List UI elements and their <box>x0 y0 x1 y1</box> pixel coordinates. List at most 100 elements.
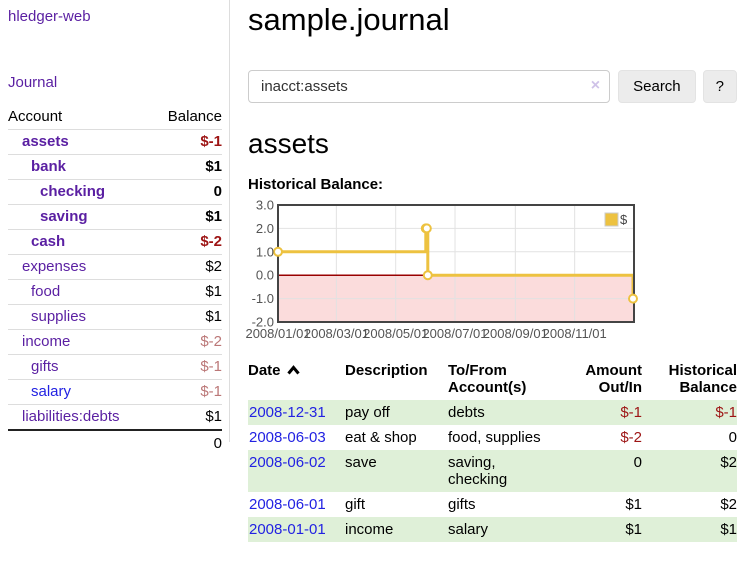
transaction-description: gift <box>345 492 448 517</box>
x-tick-label: 2008/11/01 <box>543 326 607 341</box>
transaction-amount: $-1 <box>560 400 642 425</box>
data-point-marker <box>274 248 282 256</box>
sidebar-account-link[interactable]: cash <box>31 233 65 250</box>
account-name-cell: income <box>8 330 152 355</box>
account-name-cell: salary <box>8 380 152 405</box>
accounts-table: Account Balance assets $-1 bank $1 checking 0… <box>8 104 222 456</box>
y-tick-label: 3.0 <box>256 198 274 213</box>
search-button[interactable]: Search <box>618 70 696 103</box>
search-box: × <box>248 70 610 103</box>
historical-balance-chart: $3.02.01.00.0-1.0-2.02008/01/012008/03/0… <box>248 203 737 345</box>
transaction-balance: 0 <box>642 425 737 450</box>
account-balance: $1 <box>152 280 222 305</box>
accounts-table-body: assets$-1bank$1checking0saving$1cash$-2e… <box>8 130 222 431</box>
transaction-amount: $1 <box>560 517 642 542</box>
accounts-col-account: Account <box>8 104 152 130</box>
data-point-marker <box>424 271 432 279</box>
account-row: income $-2 <box>8 330 222 355</box>
search-form: × Search ? <box>248 70 737 103</box>
account-name-cell: food <box>8 280 152 305</box>
transaction-date-cell: 2008-01-01 <box>248 517 345 542</box>
account-row: gifts$-1 <box>8 355 222 380</box>
transaction-date-link[interactable]: 2008-01-01 <box>249 521 326 538</box>
account-balance: $-1 <box>152 380 222 405</box>
account-balance: $1 <box>152 205 222 230</box>
account-balance: $-2 <box>152 230 222 255</box>
transaction-balance: $-1 <box>642 400 737 425</box>
sidebar-item-journal[interactable]: Journal <box>8 74 221 92</box>
sidebar-account-link[interactable]: bank <box>31 158 66 175</box>
account-balance: $1 <box>152 405 222 431</box>
account-name-cell: checking <box>8 180 152 205</box>
register-col-amount: AmountOut/In <box>560 360 642 400</box>
x-tick-label: 2008/01/01 <box>245 326 310 341</box>
transaction-description: pay off <box>345 400 448 425</box>
account-name-cell: gifts <box>8 355 152 380</box>
sidebar-account-link[interactable]: checking <box>40 183 105 200</box>
chart-canvas: $3.02.01.00.0-1.0-2.02008/01/012008/03/0… <box>248 203 737 345</box>
accounts-header-row: Account Balance <box>8 104 222 130</box>
sidebar-account-link[interactable]: food <box>31 283 60 300</box>
account-name-cell: assets <box>8 130 152 155</box>
x-tick-label: 2008/09/01 <box>483 326 548 341</box>
register-col-date[interactable]: Date <box>248 360 345 400</box>
account-name-cell: expenses <box>8 255 152 280</box>
transaction-date-link[interactable]: 2008-06-01 <box>249 496 326 513</box>
transaction-date-link[interactable]: 2008-06-03 <box>249 429 326 446</box>
account-heading: assets <box>248 127 737 161</box>
transaction-date-cell: 2008-06-01 <box>248 492 345 517</box>
sort-ascending-icon <box>287 365 300 375</box>
account-row: cash $-2 <box>8 230 222 255</box>
account-row: bank $1 <box>8 155 222 180</box>
account-balance: $2 <box>152 255 222 280</box>
transaction-accounts: gifts <box>448 492 560 517</box>
transaction-description: save <box>345 450 448 492</box>
sidebar-account-link[interactable]: expenses <box>22 258 86 275</box>
sidebar-account-link[interactable]: saving <box>40 208 88 225</box>
register-row: 2008-06-01giftgifts$1$2 <box>248 492 737 517</box>
accounts-total-row: 0 <box>8 430 222 456</box>
sidebar-account-link[interactable]: salary <box>31 383 71 400</box>
sidebar-account-link[interactable]: income <box>22 333 70 350</box>
app-brand-link[interactable]: hledger-web <box>8 8 221 26</box>
help-button[interactable]: ? <box>703 70 737 103</box>
register-table: DateDescriptionTo/FromAccount(s)AmountOu… <box>248 360 737 542</box>
transaction-date-cell: 2008-06-03 <box>248 425 345 450</box>
account-balance: 0 <box>152 180 222 205</box>
register-body: 2008-12-31pay offdebts$-1$-12008-06-03ea… <box>248 400 737 542</box>
register-row: 2008-06-03eat & shopfood, supplies$-20 <box>248 425 737 450</box>
transaction-accounts: salary <box>448 517 560 542</box>
sidebar-account-link[interactable]: supplies <box>31 308 86 325</box>
sidebar: hledger-web Journal Account Balance asse… <box>0 0 230 442</box>
data-point-marker <box>423 224 431 232</box>
legend-label: $ <box>620 212 628 227</box>
register-row: 2008-06-02savesaving, checking0$2 <box>248 450 737 492</box>
clear-search-icon[interactable]: × <box>591 77 600 95</box>
transaction-date-link[interactable]: 2008-06-02 <box>249 454 326 471</box>
y-tick-label: 2.0 <box>256 221 274 236</box>
account-balance: $1 <box>152 155 222 180</box>
account-row: expenses $2 <box>8 255 222 280</box>
transaction-date-link[interactable]: 2008-12-31 <box>249 404 326 421</box>
main-content: sample.journal × Search ? assets Histori… <box>231 0 742 542</box>
register-row: 2008-12-31pay offdebts$-1$-1 <box>248 400 737 425</box>
sidebar-account-link[interactable]: assets <box>22 133 69 150</box>
account-row: checking 0 <box>8 180 222 205</box>
accounts-total-balance: 0 <box>152 430 222 456</box>
accounts-col-balance: Balance <box>152 104 222 130</box>
sidebar-account-link[interactable]: liabilities:debts <box>22 408 120 425</box>
account-name-cell: cash <box>8 230 152 255</box>
transaction-date-cell: 2008-06-02 <box>248 450 345 492</box>
transaction-description: eat & shop <box>345 425 448 450</box>
sidebar-account-link[interactable]: gifts <box>31 358 59 375</box>
y-tick-label: 1.0 <box>256 244 274 259</box>
transaction-description: income <box>345 517 448 542</box>
account-balance: $-2 <box>152 330 222 355</box>
transaction-balance: $1 <box>642 517 737 542</box>
y-tick-label: 0.0 <box>256 268 274 283</box>
transaction-accounts: saving, checking <box>448 450 560 492</box>
transaction-balance: $2 <box>642 450 737 492</box>
register-row: 2008-01-01incomesalary$1$1 <box>248 517 737 542</box>
search-input[interactable] <box>248 70 610 103</box>
page-title: sample.journal <box>248 2 737 38</box>
